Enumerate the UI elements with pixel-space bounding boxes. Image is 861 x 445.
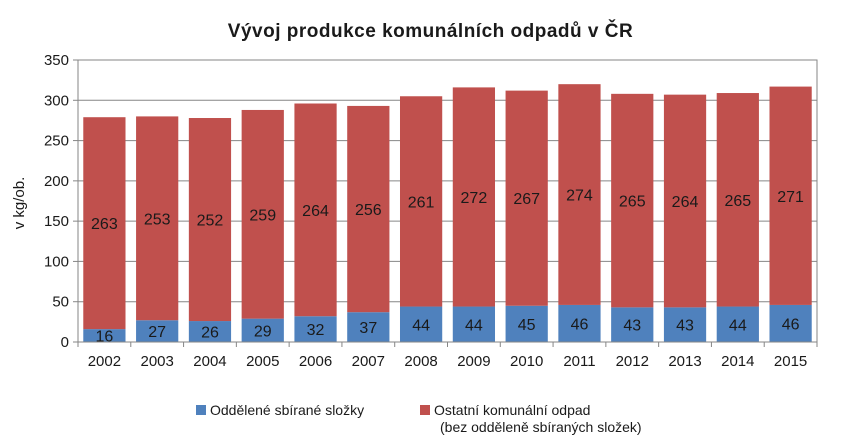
- y-tick-label: 150: [44, 213, 69, 230]
- data-label-separated: 32: [307, 322, 325, 339]
- bar-other: [558, 84, 601, 305]
- bar-other: [241, 109, 284, 319]
- data-label-separated: 46: [782, 316, 800, 333]
- x-tick-label: 2012: [616, 353, 649, 370]
- legend-label-separated: Oddělené sbírané složky: [210, 402, 365, 418]
- data-label-separated: 26: [201, 325, 219, 342]
- bar-separated: [558, 304, 601, 342]
- data-label-other: 259: [249, 207, 276, 224]
- bar-other: [399, 96, 443, 307]
- axes: 0 50 100 150 200 250 300 350 2002 2003 2004 2005 200…: [44, 52, 818, 370]
- legend-item-separated: Oddělené sbírané složky: [196, 402, 364, 419]
- data-label-separated: 37: [359, 320, 377, 337]
- x-tick-label: 2006: [299, 353, 332, 370]
- data-label-other: 265: [619, 194, 646, 211]
- data-label-separated: 45: [518, 317, 536, 334]
- data-label-separated: 16: [95, 329, 113, 346]
- data-label-other: 252: [197, 213, 224, 230]
- data-label-other: 265: [724, 193, 751, 210]
- data-labels: 16 263 27 253 26 252 29 259 32 264 37 256 44 261 44 272…: [91, 188, 804, 346]
- legend-label-other: Ostatní komunální odpad: [434, 402, 591, 418]
- bar-separated: [241, 318, 284, 342]
- bar-separated: [188, 321, 232, 342]
- data-label-other: 264: [672, 194, 699, 211]
- legend-swatch-separated: [196, 405, 206, 415]
- bar-separated: [83, 329, 126, 342]
- y-tick-label: 100: [44, 253, 69, 270]
- bar-other: [505, 90, 548, 306]
- bar-separated: [769, 304, 812, 342]
- y-tick-label: 200: [44, 173, 69, 190]
- data-label-separated: 43: [676, 318, 694, 335]
- bar-separated: [136, 320, 179, 342]
- data-label-other: 274: [566, 188, 593, 205]
- bar-other: [83, 117, 126, 330]
- legend-label-other-note: (bez odděleně sbíraných složek): [440, 419, 642, 435]
- bar-separated: [611, 307, 654, 342]
- y-tick-label: 50: [52, 294, 69, 311]
- bar-separated: [505, 305, 548, 342]
- x-tick-label: 2005: [246, 353, 279, 370]
- y-tick-label: 250: [44, 133, 69, 150]
- x-tick-label: 2009: [457, 353, 490, 370]
- x-tick-label: 2003: [140, 353, 173, 370]
- bar-other: [769, 86, 812, 305]
- x-tick-label: 2014: [721, 353, 754, 370]
- bar-separated: [452, 306, 496, 342]
- bar-other: [136, 116, 179, 321]
- x-tick-label: 2004: [193, 353, 226, 370]
- x-tick-label: 2010: [510, 353, 543, 370]
- data-label-other: 264: [302, 203, 329, 220]
- data-label-other: 272: [461, 190, 488, 207]
- data-label-separated: 27: [148, 324, 166, 341]
- data-label-other: 267: [513, 191, 540, 208]
- data-label-separated: 44: [465, 317, 483, 334]
- bar-other: [452, 87, 496, 307]
- data-label-other: 261: [408, 194, 435, 211]
- chart-title: Vývoj produkce komunálních odpadů v ČR: [227, 21, 634, 42]
- data-label-separated: 29: [254, 323, 272, 340]
- bar-separated: [716, 306, 759, 342]
- x-tick-label: 2013: [668, 353, 701, 370]
- bar-other: [188, 118, 232, 322]
- bar-other: [716, 93, 759, 307]
- y-tick-label: 0: [61, 334, 69, 351]
- bar-separated: [663, 307, 707, 342]
- data-label-other: 256: [355, 202, 382, 219]
- x-tick-label: 2011: [563, 353, 595, 370]
- legend-swatch-other: [420, 405, 430, 415]
- y-axis-label: v kg/ob.: [11, 177, 28, 230]
- legend-item-other: Ostatní komunální odpad (bez odděleně sb…: [420, 402, 642, 436]
- data-label-other: 271: [777, 189, 804, 206]
- bar-other: [294, 103, 337, 317]
- x-tick-label: 2002: [88, 353, 121, 370]
- x-tick-label: 2008: [404, 353, 437, 370]
- x-tick-label: 2015: [774, 353, 807, 370]
- data-label-other: 263: [91, 216, 118, 233]
- bar-separated: [399, 306, 443, 342]
- data-label-separated: 44: [412, 317, 430, 334]
- bar-other: [347, 105, 390, 313]
- data-label-separated: 44: [729, 317, 747, 334]
- data-label-other: 253: [144, 211, 171, 228]
- x-tick-label: 2007: [352, 353, 385, 370]
- bar-other: [663, 94, 707, 308]
- bar-other: [611, 93, 654, 308]
- data-label-separated: 46: [571, 316, 589, 333]
- bar-separated: [294, 316, 337, 342]
- legend-label-other-block: Ostatní komunální odpad (bez odděleně sb…: [434, 402, 642, 436]
- bar-separated: [347, 312, 390, 342]
- bars: [83, 84, 812, 342]
- y-tick-label: 300: [44, 92, 69, 109]
- data-label-separated: 43: [623, 318, 641, 335]
- y-tick-label: 350: [44, 52, 69, 69]
